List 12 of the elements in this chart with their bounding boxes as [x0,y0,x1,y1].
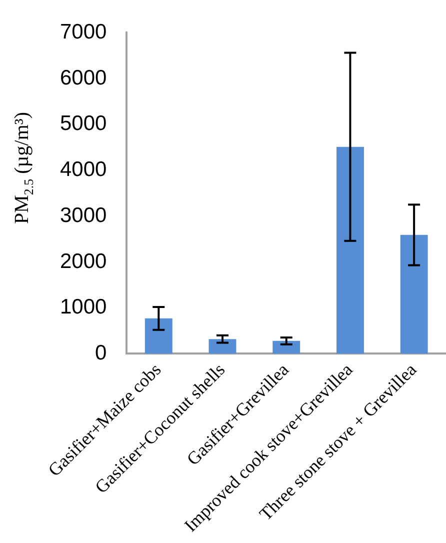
y-tick-label: 3000 [60,204,107,227]
y-tick-label: 2000 [60,250,107,273]
y-tick-label: 6000 [60,66,107,90]
bar [336,146,364,354]
y-tick-label: 5000 [60,112,107,136]
y-tick-label: 7000 [60,20,107,44]
bar [208,339,236,354]
y-tick-label: 4000 [60,158,107,182]
bar [400,234,428,354]
bar [144,318,172,354]
y-tick-label: 0 [95,342,107,365]
y-tick-label: 1000 [60,296,107,319]
